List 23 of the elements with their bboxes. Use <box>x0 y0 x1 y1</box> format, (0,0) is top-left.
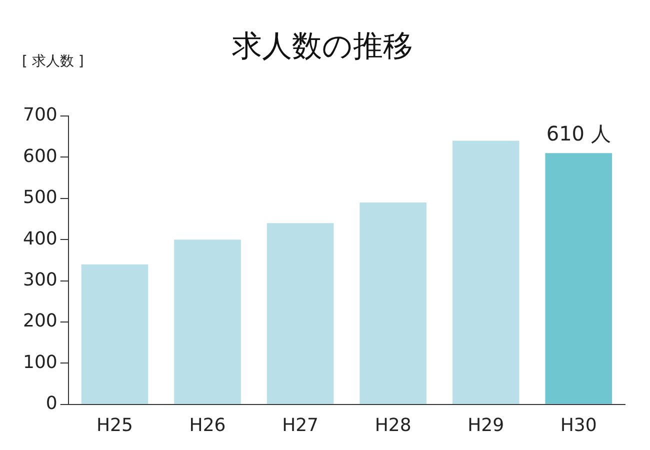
bar <box>360 202 426 404</box>
x-tick-label: H29 <box>468 414 504 436</box>
bar <box>81 264 148 404</box>
bar <box>266 223 334 404</box>
y-tick-label: 300 <box>22 269 58 290</box>
x-tick-label: H26 <box>189 414 226 436</box>
y-tick-label: 200 <box>22 310 58 332</box>
y-tick-label: 100 <box>22 352 58 373</box>
y-tick-label: 0 <box>46 393 58 414</box>
y-tick-label: 600 <box>22 146 58 167</box>
y-tick-label: 700 <box>22 104 58 126</box>
y-tick-label: 400 <box>22 228 58 250</box>
x-tick-label: H27 <box>282 414 319 436</box>
bar <box>452 140 520 404</box>
y-tick-label: 500 <box>22 187 58 208</box>
x-tick-label: H30 <box>560 414 597 436</box>
x-tick-label: H28 <box>374 414 412 436</box>
x-tick-label: H25 <box>96 414 133 436</box>
chart-title: 求人数の推移 <box>232 28 413 64</box>
bar <box>174 240 241 404</box>
y-axis-title: [ 求人数 ] <box>22 54 84 70</box>
bar <box>545 153 612 404</box>
data-label: 610 人 <box>546 121 611 146</box>
